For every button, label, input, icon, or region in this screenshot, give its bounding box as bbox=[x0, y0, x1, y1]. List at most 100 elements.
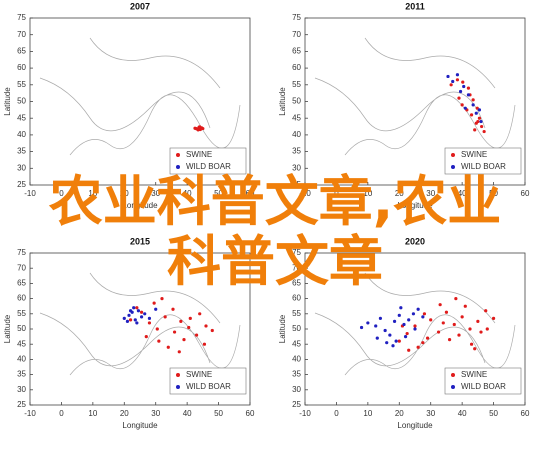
x-tick-label: 0 bbox=[334, 409, 339, 418]
data-point bbox=[468, 327, 472, 331]
legend-marker bbox=[176, 373, 180, 377]
data-point bbox=[405, 331, 409, 336]
data-point bbox=[479, 119, 483, 124]
y-tick-label: 30 bbox=[17, 163, 26, 172]
y-tick-label: 40 bbox=[17, 355, 26, 364]
x-tick-label: 10 bbox=[363, 409, 372, 418]
data-point bbox=[394, 339, 398, 343]
data-point bbox=[416, 345, 420, 349]
data-point bbox=[491, 316, 496, 320]
chart-title: 2020 bbox=[405, 236, 425, 246]
data-point bbox=[144, 335, 148, 339]
data-point bbox=[411, 312, 416, 316]
data-point bbox=[436, 330, 441, 334]
data-point bbox=[422, 312, 427, 316]
y-tick-label: 50 bbox=[292, 97, 301, 106]
x-tick-label: -10 bbox=[24, 409, 36, 418]
legend-label: SWINE bbox=[461, 150, 487, 159]
data-point bbox=[425, 336, 430, 340]
data-point bbox=[194, 333, 199, 337]
y-axis-label: Latitude bbox=[3, 87, 12, 116]
data-point bbox=[462, 84, 466, 89]
y-tick-label: 70 bbox=[292, 30, 301, 39]
legend-marker bbox=[176, 385, 180, 389]
y-tick-label: 35 bbox=[17, 147, 26, 156]
data-point bbox=[471, 103, 475, 107]
x-tick-label: 20 bbox=[120, 409, 129, 418]
chart-title: 2015 bbox=[130, 236, 150, 246]
data-point bbox=[179, 319, 183, 323]
legend-label: SWINE bbox=[461, 370, 487, 379]
data-point bbox=[139, 310, 144, 314]
y-tick-label: 70 bbox=[17, 30, 26, 39]
data-point bbox=[147, 316, 152, 320]
data-point bbox=[125, 319, 130, 323]
data-point bbox=[429, 318, 433, 322]
legend-label: SWINE bbox=[186, 370, 212, 379]
data-point bbox=[177, 350, 181, 354]
data-point bbox=[463, 304, 467, 308]
y-tick-label: 50 bbox=[17, 97, 26, 106]
legend-marker bbox=[176, 165, 180, 169]
x-tick-label: 60 bbox=[521, 189, 530, 198]
y-tick-label: 60 bbox=[292, 294, 301, 303]
data-point bbox=[163, 315, 167, 319]
y-tick-label: 45 bbox=[17, 339, 26, 348]
y-tick-label: 65 bbox=[292, 279, 301, 288]
legend-label: WILD BOAR bbox=[461, 382, 506, 391]
y-tick-label: 40 bbox=[292, 355, 301, 364]
y-tick-label: 60 bbox=[17, 294, 26, 303]
data-point bbox=[447, 338, 452, 342]
y-tick-label: 75 bbox=[17, 13, 26, 22]
y-tick-label: 65 bbox=[17, 279, 26, 288]
y-tick-label: 30 bbox=[292, 385, 301, 394]
x-tick-label: 30 bbox=[151, 189, 160, 198]
x-tick-label: 60 bbox=[246, 189, 255, 198]
data-point bbox=[378, 316, 383, 320]
data-point bbox=[484, 309, 488, 313]
y-tick-label: 55 bbox=[292, 309, 301, 318]
x-tick-label: -10 bbox=[299, 409, 311, 418]
x-tick-label: 40 bbox=[183, 189, 192, 198]
y-tick-label: 65 bbox=[17, 47, 26, 56]
data-point bbox=[451, 79, 455, 84]
data-point bbox=[397, 339, 401, 343]
data-point bbox=[403, 335, 408, 339]
data-point bbox=[460, 315, 464, 319]
data-point bbox=[127, 313, 131, 317]
data-point bbox=[383, 328, 387, 333]
data-point bbox=[198, 312, 202, 316]
data-point bbox=[460, 103, 464, 107]
data-point bbox=[438, 303, 442, 307]
data-point bbox=[392, 319, 397, 323]
legend-label: WILD BOAR bbox=[461, 162, 506, 171]
data-point bbox=[135, 306, 139, 310]
y-tick-label: 65 bbox=[292, 47, 301, 56]
x-tick-label: 50 bbox=[214, 189, 223, 198]
data-point bbox=[455, 73, 460, 77]
data-point bbox=[201, 126, 205, 131]
legend-label: SWINE bbox=[186, 150, 212, 159]
y-tick-label: 55 bbox=[292, 80, 301, 89]
x-tick-label: -10 bbox=[24, 189, 36, 198]
data-point bbox=[188, 316, 192, 320]
data-point bbox=[359, 325, 364, 330]
x-axis-label: Longitude bbox=[122, 201, 158, 210]
data-point bbox=[454, 297, 458, 301]
data-point bbox=[477, 116, 482, 120]
x-tick-label: 30 bbox=[426, 189, 435, 198]
y-tick-label: 25 bbox=[292, 180, 301, 189]
data-point bbox=[391, 344, 395, 348]
data-point bbox=[128, 309, 133, 313]
data-point bbox=[485, 327, 489, 331]
data-point bbox=[446, 74, 450, 79]
y-tick-label: 40 bbox=[292, 130, 301, 139]
data-point bbox=[210, 328, 214, 333]
x-tick-label: 10 bbox=[363, 189, 372, 198]
legend-box bbox=[169, 147, 247, 175]
data-point bbox=[466, 86, 471, 90]
legend-marker bbox=[451, 165, 455, 169]
y-tick-label: 75 bbox=[292, 248, 301, 257]
legend-box bbox=[444, 367, 522, 395]
data-point bbox=[461, 80, 465, 84]
